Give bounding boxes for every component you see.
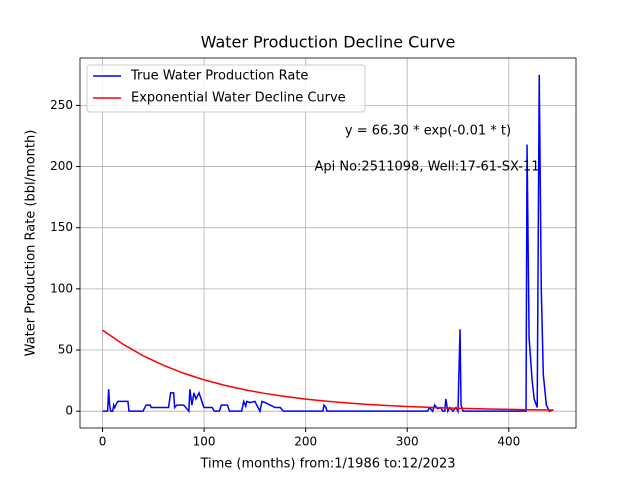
series-line [102, 74, 554, 414]
annotation: y = 66.30 * exp(-0.01 * t) [345, 124, 511, 139]
x-tick-label: 200 [294, 435, 317, 449]
x-tick-label: 300 [396, 435, 419, 449]
x-tick-label: 100 [193, 435, 216, 449]
y-axis-label: Water Production Rate (bbl/month) [24, 130, 39, 357]
y-tick-label: 100 [50, 281, 73, 295]
plot-frame [79, 57, 577, 429]
legend-label: True Water Production Rate [130, 69, 308, 84]
chart-title: Water Production Decline Curve [201, 33, 456, 52]
y-tick-label: 200 [50, 159, 73, 173]
x-tick-label: 400 [497, 435, 520, 449]
annotation: Api No:2511098, Well:17-61-SX-11 [314, 160, 539, 175]
legend-label: Exponential Water Decline Curve [131, 91, 346, 106]
x-axis-label: Time (months) from:1/1986 to:12/2023 [199, 457, 455, 472]
y-tick-label: 50 [58, 343, 73, 357]
legend-box [86, 64, 366, 113]
y-tick-label: 250 [50, 98, 73, 112]
y-tick-label: 150 [50, 220, 73, 234]
x-tick-label: 0 [99, 435, 107, 449]
y-tick-label: 0 [65, 404, 73, 418]
series-line [102, 329, 554, 411]
